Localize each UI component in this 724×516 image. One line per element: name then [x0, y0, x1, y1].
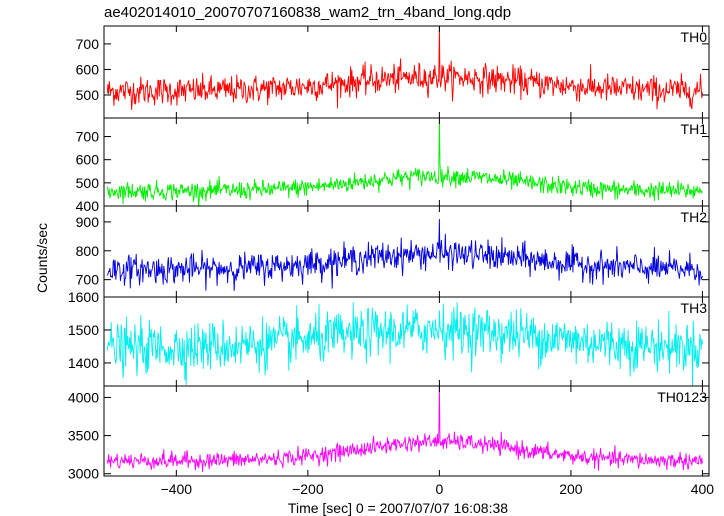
x-axis: −400 −200 0 200 400 [161, 481, 715, 497]
y-axis-title: Counts/sec [34, 223, 50, 293]
series-line-th0 [106, 26, 703, 110]
y-tick-label: 500 [76, 87, 100, 103]
panel-frame [103, 385, 710, 477]
series-line-th3 [106, 302, 703, 386]
y-tick-label: 1500 [68, 322, 99, 338]
x-tick-label: −200 [292, 481, 324, 497]
series-line-th0123 [106, 386, 703, 472]
y-tick-label: 900 [76, 214, 100, 230]
y-tick-label: 700 [76, 272, 100, 288]
panel-label: TH3 [681, 300, 708, 316]
panel-th2: 700 800 900 TH2 [76, 205, 710, 298]
y-tick-label: 4000 [68, 389, 99, 405]
x-tick-label: 400 [691, 481, 715, 497]
x-axis-title: Time [sec] 0 = 2007/07/07 16:08:38 [288, 500, 508, 516]
y-tick-label: 600 [76, 61, 100, 77]
y-tick-label: 500 [76, 175, 100, 191]
x-tick-label: 0 [435, 481, 443, 497]
chart-title: ae402014010_20070707160838_wam2_trn_4ban… [104, 4, 511, 21]
y-tick-label: 700 [76, 36, 100, 52]
y-tick-label: 3500 [68, 428, 99, 444]
x-tick-label: 200 [559, 481, 583, 497]
panel-th0123: 3000 3500 4000 TH0123 [68, 385, 710, 482]
panel-th0: 500 600 700 TH0 [76, 25, 710, 119]
panel-label: TH0123 [657, 389, 707, 405]
panel-label: TH2 [681, 209, 708, 225]
x-tick-label: −400 [161, 481, 193, 497]
panel-label: TH1 [681, 121, 708, 137]
panels: 500 600 700 TH0 400 500 600 700 TH1 700 800 900 TH2 1… [68, 25, 710, 482]
panel-label: TH0 [681, 29, 708, 45]
y-tick-label: 1600 [68, 289, 99, 305]
y-tick-label: 400 [76, 198, 100, 214]
y-tick-label: 600 [76, 152, 100, 168]
y-tick-label: 1400 [68, 355, 99, 371]
series-line-th2 [106, 218, 703, 291]
y-tick-label: 800 [76, 243, 100, 259]
series-line-th1 [106, 118, 703, 206]
panel-th1: 400 500 600 700 TH1 [76, 117, 710, 214]
panel-frame [103, 205, 710, 298]
y-tick-label: 700 [76, 129, 100, 145]
panel-th3: 1400 1500 1600 TH3 [68, 289, 710, 387]
y-tick-label: 3000 [68, 466, 99, 482]
